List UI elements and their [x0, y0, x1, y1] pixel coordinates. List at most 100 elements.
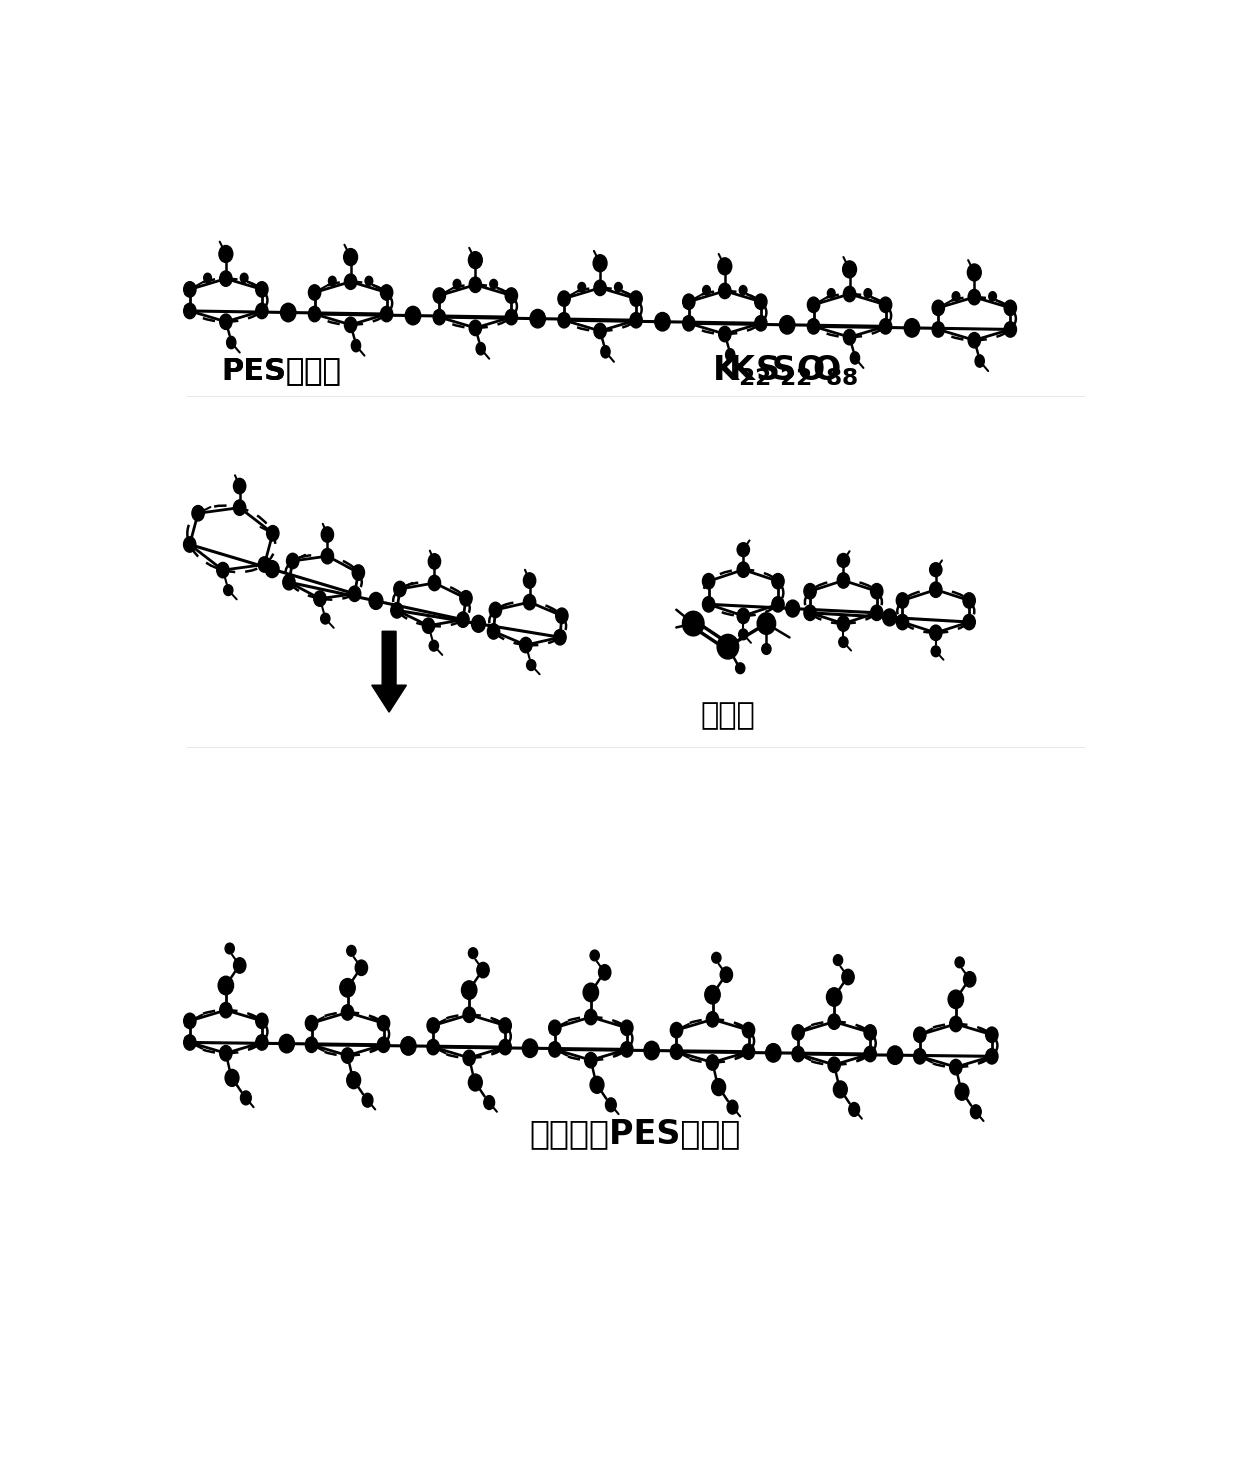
- Ellipse shape: [968, 289, 981, 304]
- Ellipse shape: [226, 943, 234, 953]
- Ellipse shape: [490, 279, 497, 288]
- Ellipse shape: [1004, 300, 1017, 316]
- Ellipse shape: [423, 618, 434, 633]
- Ellipse shape: [309, 285, 321, 300]
- Ellipse shape: [952, 292, 960, 301]
- Ellipse shape: [428, 575, 440, 591]
- Ellipse shape: [490, 602, 502, 617]
- Ellipse shape: [717, 635, 739, 659]
- Ellipse shape: [703, 573, 714, 589]
- Ellipse shape: [217, 563, 229, 577]
- Ellipse shape: [351, 339, 361, 352]
- Ellipse shape: [487, 624, 500, 639]
- Ellipse shape: [718, 257, 732, 275]
- Ellipse shape: [341, 1048, 353, 1063]
- Ellipse shape: [529, 310, 546, 327]
- Ellipse shape: [219, 1003, 232, 1018]
- Ellipse shape: [725, 349, 735, 361]
- Ellipse shape: [621, 1042, 632, 1057]
- Ellipse shape: [771, 596, 784, 613]
- Ellipse shape: [655, 313, 670, 330]
- Ellipse shape: [955, 958, 965, 968]
- Ellipse shape: [950, 1060, 962, 1075]
- Ellipse shape: [321, 548, 334, 564]
- Ellipse shape: [527, 659, 536, 671]
- Ellipse shape: [469, 947, 477, 959]
- Ellipse shape: [826, 988, 842, 1006]
- Ellipse shape: [523, 595, 536, 610]
- Ellipse shape: [621, 1020, 632, 1035]
- Ellipse shape: [558, 291, 570, 307]
- Ellipse shape: [469, 251, 482, 269]
- Ellipse shape: [807, 319, 820, 333]
- Ellipse shape: [453, 279, 461, 288]
- Ellipse shape: [394, 582, 405, 596]
- Ellipse shape: [930, 582, 942, 598]
- Ellipse shape: [765, 1044, 781, 1061]
- Ellipse shape: [870, 583, 883, 599]
- Ellipse shape: [471, 616, 485, 632]
- Ellipse shape: [556, 608, 568, 623]
- Ellipse shape: [314, 591, 326, 607]
- Ellipse shape: [864, 288, 872, 298]
- Ellipse shape: [971, 1105, 981, 1118]
- Ellipse shape: [554, 630, 567, 645]
- Ellipse shape: [737, 561, 749, 577]
- Ellipse shape: [879, 297, 892, 313]
- Ellipse shape: [963, 614, 976, 630]
- Ellipse shape: [340, 978, 355, 997]
- Ellipse shape: [341, 1004, 353, 1020]
- Ellipse shape: [828, 1057, 841, 1073]
- Ellipse shape: [601, 345, 610, 358]
- Ellipse shape: [792, 1047, 805, 1061]
- Ellipse shape: [932, 322, 945, 338]
- Ellipse shape: [879, 319, 892, 333]
- Ellipse shape: [401, 1037, 417, 1056]
- Ellipse shape: [683, 316, 694, 330]
- Ellipse shape: [833, 955, 843, 965]
- Ellipse shape: [807, 297, 820, 313]
- Ellipse shape: [558, 313, 570, 327]
- Ellipse shape: [737, 608, 749, 624]
- Ellipse shape: [967, 265, 981, 281]
- Ellipse shape: [233, 958, 246, 974]
- Ellipse shape: [227, 336, 236, 349]
- Ellipse shape: [931, 646, 940, 656]
- Ellipse shape: [786, 599, 800, 617]
- Ellipse shape: [630, 291, 642, 307]
- Ellipse shape: [520, 637, 532, 652]
- Ellipse shape: [469, 278, 481, 292]
- Ellipse shape: [719, 284, 730, 298]
- Ellipse shape: [329, 276, 336, 285]
- Ellipse shape: [949, 990, 963, 1009]
- Ellipse shape: [433, 288, 445, 303]
- Ellipse shape: [804, 583, 816, 599]
- Ellipse shape: [522, 1039, 538, 1057]
- Ellipse shape: [712, 952, 720, 963]
- Ellipse shape: [986, 1048, 998, 1064]
- Ellipse shape: [827, 288, 835, 298]
- Ellipse shape: [321, 613, 330, 624]
- Ellipse shape: [352, 564, 365, 580]
- Ellipse shape: [792, 1025, 805, 1039]
- Ellipse shape: [233, 500, 246, 515]
- Ellipse shape: [843, 287, 856, 301]
- Ellipse shape: [594, 281, 606, 295]
- Ellipse shape: [370, 592, 383, 610]
- Ellipse shape: [897, 592, 909, 608]
- Ellipse shape: [184, 1013, 196, 1029]
- Ellipse shape: [712, 1079, 725, 1095]
- Ellipse shape: [463, 1050, 475, 1066]
- Text: PES分子链: PES分子链: [221, 357, 341, 386]
- Ellipse shape: [897, 614, 909, 630]
- Ellipse shape: [429, 640, 439, 651]
- Ellipse shape: [755, 294, 768, 310]
- Ellipse shape: [255, 1013, 268, 1029]
- Ellipse shape: [280, 303, 296, 322]
- Ellipse shape: [219, 314, 232, 329]
- Text: $\mathbf{K_2S_2O_8}$: $\mathbf{K_2S_2O_8}$: [728, 354, 858, 389]
- Ellipse shape: [963, 972, 976, 987]
- Ellipse shape: [498, 1039, 511, 1054]
- Ellipse shape: [476, 342, 485, 355]
- Ellipse shape: [469, 320, 481, 336]
